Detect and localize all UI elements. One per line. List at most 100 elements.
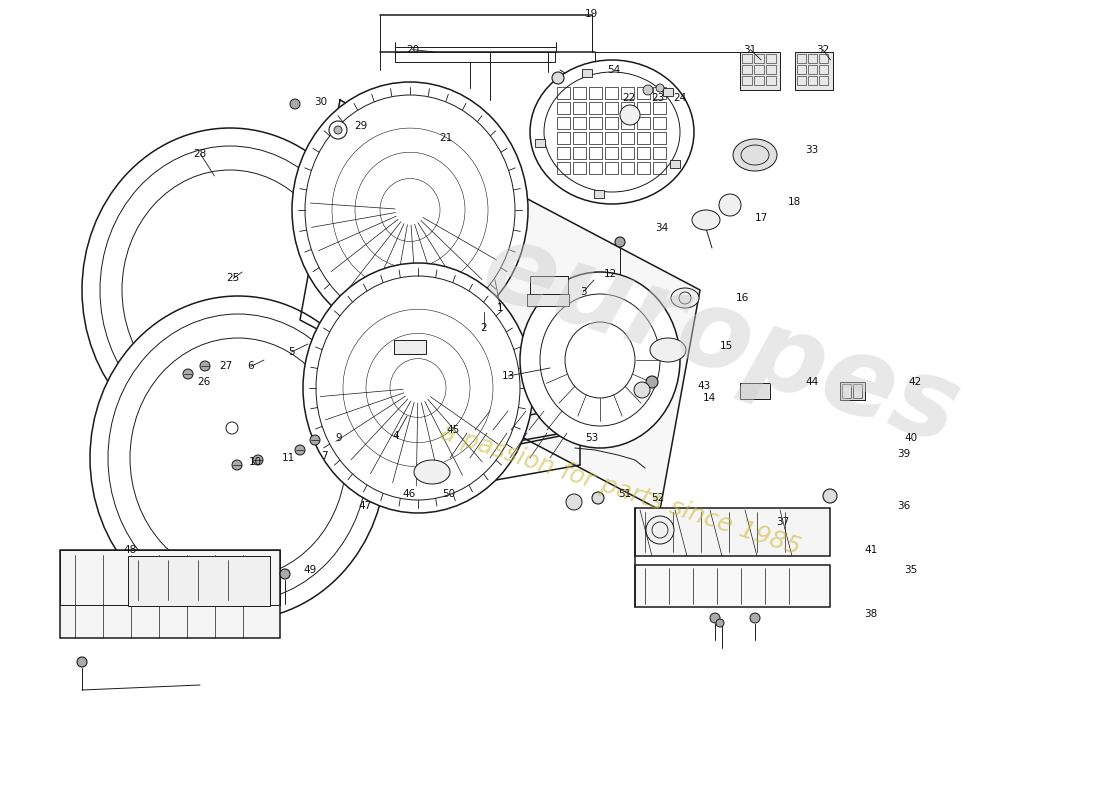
Circle shape (552, 72, 564, 84)
Text: 17: 17 (755, 213, 768, 222)
Bar (605, 117, 618, 129)
Ellipse shape (316, 276, 520, 500)
Bar (798, 54, 806, 63)
Text: 1: 1 (497, 303, 504, 313)
Bar (635, 565, 830, 607)
Ellipse shape (565, 322, 635, 398)
Circle shape (646, 376, 658, 388)
Bar (394, 340, 426, 354)
Circle shape (644, 85, 653, 95)
Circle shape (710, 613, 720, 623)
Text: 37: 37 (777, 517, 790, 526)
Ellipse shape (414, 460, 450, 484)
Text: 3: 3 (580, 287, 586, 297)
Bar (588, 132, 602, 144)
Text: 33: 33 (805, 146, 818, 155)
Bar (808, 65, 817, 74)
Text: 21: 21 (439, 133, 452, 142)
Bar (766, 65, 775, 74)
Ellipse shape (122, 170, 338, 410)
Circle shape (656, 84, 664, 92)
Circle shape (592, 492, 604, 504)
Bar (637, 117, 650, 129)
Ellipse shape (305, 95, 515, 325)
Bar (573, 102, 586, 114)
Bar (637, 87, 650, 99)
Circle shape (719, 194, 741, 216)
Text: 54: 54 (607, 66, 620, 75)
Circle shape (77, 657, 87, 667)
Ellipse shape (292, 82, 528, 338)
Bar (820, 65, 828, 74)
Bar (573, 87, 586, 99)
Polygon shape (300, 100, 700, 510)
Text: 39: 39 (898, 450, 911, 459)
Ellipse shape (733, 139, 777, 171)
Text: 5: 5 (288, 347, 295, 357)
Bar (766, 54, 775, 63)
Text: 29: 29 (354, 122, 367, 131)
Circle shape (290, 99, 300, 109)
Text: 35: 35 (904, 565, 917, 574)
Bar (557, 102, 570, 114)
Bar (60, 550, 280, 605)
Text: 13: 13 (502, 371, 515, 381)
Text: 26: 26 (197, 378, 210, 387)
Bar (535, 139, 546, 147)
Bar (557, 117, 570, 129)
Bar (653, 162, 666, 174)
Text: 47: 47 (359, 501, 372, 510)
Text: 28: 28 (194, 149, 207, 158)
Text: 40: 40 (904, 434, 917, 443)
Bar (588, 117, 602, 129)
Circle shape (234, 590, 246, 602)
Circle shape (310, 435, 320, 445)
Bar (653, 147, 666, 159)
Text: 45: 45 (447, 426, 460, 435)
Bar (795, 52, 833, 90)
Bar (557, 132, 570, 144)
Bar (557, 162, 570, 174)
Bar (621, 147, 634, 159)
Bar (820, 54, 828, 63)
Text: 42: 42 (909, 378, 922, 387)
Text: 38: 38 (865, 610, 878, 619)
Text: 4: 4 (393, 431, 399, 441)
Bar (573, 117, 586, 129)
Text: 43: 43 (697, 381, 711, 390)
Bar (128, 556, 270, 606)
Circle shape (183, 369, 192, 379)
Circle shape (232, 460, 242, 470)
Bar (621, 87, 634, 99)
Bar (573, 147, 586, 159)
Bar (588, 147, 602, 159)
Bar (808, 76, 817, 85)
Bar (605, 162, 618, 174)
Bar (605, 87, 618, 99)
Bar (605, 132, 618, 144)
Ellipse shape (544, 72, 680, 192)
Bar (798, 76, 806, 85)
Bar (663, 87, 673, 95)
Text: 41: 41 (865, 546, 878, 555)
Circle shape (716, 619, 724, 627)
Text: 14: 14 (703, 394, 716, 403)
Text: 46: 46 (403, 490, 416, 499)
Bar (605, 102, 618, 114)
Circle shape (200, 361, 210, 371)
Bar (852, 384, 862, 398)
Text: 24: 24 (673, 93, 686, 102)
Circle shape (615, 237, 625, 247)
Bar (740, 383, 770, 399)
Bar (557, 87, 570, 99)
Bar (621, 117, 634, 129)
Text: 22: 22 (623, 93, 636, 102)
Text: 30: 30 (315, 98, 328, 107)
Bar (621, 132, 634, 144)
Ellipse shape (692, 210, 720, 230)
Text: 2: 2 (481, 323, 487, 333)
Text: 12: 12 (604, 270, 617, 279)
Bar (820, 76, 828, 85)
Bar (842, 384, 851, 398)
Bar (653, 117, 666, 129)
